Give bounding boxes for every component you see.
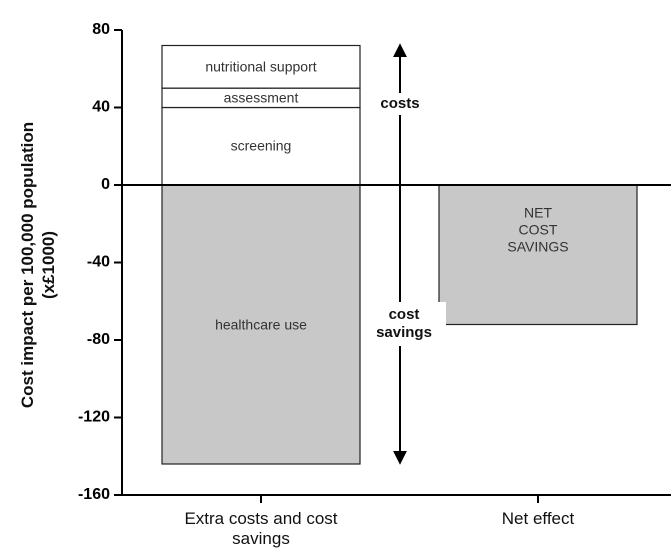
annotation-bg bbox=[368, 93, 432, 115]
y-tick-label: 80 bbox=[92, 21, 110, 38]
segment-label: screening bbox=[230, 137, 292, 154]
y-tick-label: -40 bbox=[87, 254, 110, 271]
y-tick-label: 40 bbox=[92, 99, 110, 116]
y-tick-label: -80 bbox=[87, 331, 110, 348]
y-tick-label: 0 bbox=[101, 176, 110, 193]
bar-segment bbox=[161, 184, 361, 465]
segment-label: nutritional support bbox=[205, 58, 317, 75]
annotation: costs bbox=[380, 95, 420, 112]
y-tick-label: -160 bbox=[78, 486, 110, 503]
x-tick-label: Net effect bbox=[501, 509, 575, 528]
annotation-bg bbox=[366, 302, 446, 346]
bar-segment bbox=[438, 184, 638, 326]
segment-label: healthcare use bbox=[215, 316, 307, 332]
bar-segment bbox=[161, 44, 361, 89]
y-axis-label: Cost impact per 100,000 population (x£10… bbox=[18, 121, 58, 409]
y-tick-label: -120 bbox=[78, 409, 110, 426]
x-tick-label: Extra costs and cost savings bbox=[184, 509, 338, 548]
segment-label: NET COST SAVINGS bbox=[507, 204, 569, 255]
annotation: cost savings bbox=[376, 306, 432, 341]
segment-label: assessment bbox=[223, 89, 299, 106]
